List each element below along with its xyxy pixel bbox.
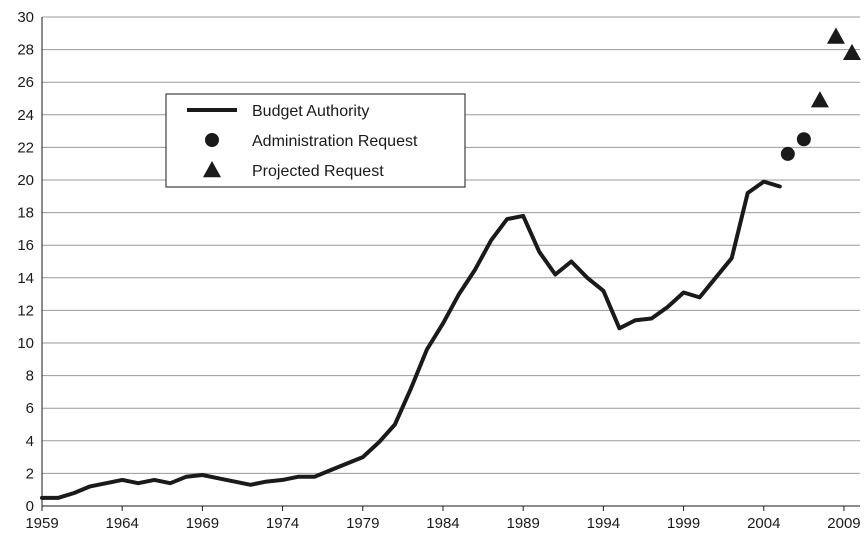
y-tick-label: 10 [17, 335, 34, 352]
y-tick-label: 14 [17, 270, 34, 287]
y-tick-label: 24 [17, 107, 34, 124]
series [40, 27, 861, 500]
x-tick-label: 1979 [346, 515, 379, 532]
x-tick-label: 1974 [266, 515, 299, 532]
y-tick-label: 8 [26, 368, 34, 385]
point-projected-request [842, 43, 861, 61]
y-tick-label: 26 [17, 74, 34, 91]
legend-circle-marker [205, 133, 219, 147]
point-projected-request [810, 91, 829, 108]
y-tick-label: 12 [17, 302, 34, 319]
point-projected-request [826, 27, 845, 44]
x-tick-label: 1984 [426, 515, 459, 532]
y-tick-label: 4 [26, 433, 34, 450]
legend-triangle-marker [203, 161, 221, 178]
y-tick-label: 6 [26, 400, 34, 417]
y-tick-label: 28 [17, 42, 34, 59]
legend-label: Administration Request [252, 133, 418, 150]
y-tick-label: 2 [26, 465, 34, 482]
x-tick-label: 1959 [25, 515, 58, 532]
x-tick-labels: 1959 1964 1969 1974 1979 1984 1989 1994 1999 2004… [25, 515, 860, 532]
legend-label: Budget Authority [252, 103, 369, 120]
x-tick-label: 1999 [667, 515, 700, 532]
x-tick-label: 1994 [587, 515, 620, 532]
x-tick-label: 2009 [827, 515, 860, 532]
y-tick-label: 30 [17, 9, 34, 26]
x-tick-label: 2004 [747, 515, 780, 532]
y-tick-label: 22 [17, 139, 34, 156]
grid-lines [42, 16, 860, 474]
y-tick-label: 20 [17, 172, 34, 189]
legend: Budget Authority Administration Request Pr… [165, 93, 466, 188]
y-tick-label: 16 [17, 237, 34, 254]
point-administration-request [780, 146, 795, 161]
y-tick-label: 18 [17, 205, 34, 222]
x-tick-label: 1969 [186, 515, 219, 532]
legend-label: Projected Request [252, 163, 384, 180]
x-tick-label: 1964 [106, 515, 139, 532]
series-line-budget-authority [40, 179, 782, 500]
point-administration-request [796, 132, 811, 147]
x-tick-label: 1989 [506, 515, 539, 532]
axes [41, 17, 860, 511]
y-tick-label: 0 [26, 498, 34, 515]
